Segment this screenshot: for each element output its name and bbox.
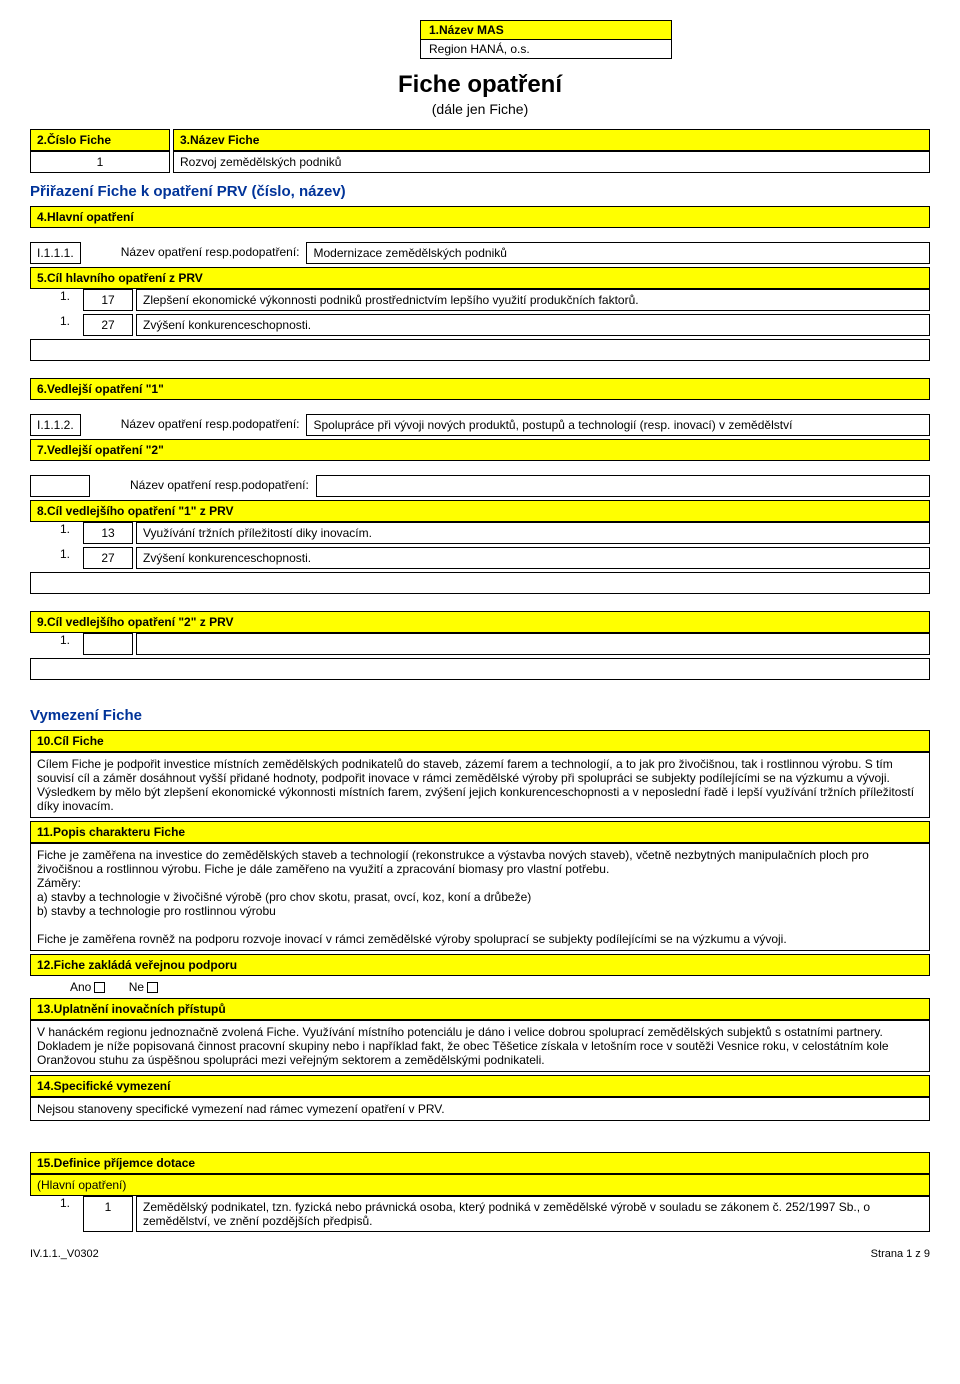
s9-r1-num: 1. [60,633,80,655]
s7-row: Název opatření resp.podopatření: [30,475,930,497]
s7-code [30,475,90,497]
footer-right: Strana 1 z 9 [871,1248,930,1260]
s6-row: I.1.1.2. Název opatření resp.podopatření… [30,414,930,436]
fiche-num-value: 1 [30,151,170,173]
s6-name-value: Spolupráce při vývoji nových produktů, p… [306,414,930,436]
s8-label: 8.Cíl vedlejšího opatření "1" z PRV [30,500,930,522]
page-subtitle: (dále jen Fiche) [30,101,930,117]
s15-row1: 1. 1 Zemědělský podnikatel, tzn. fyzická… [60,1196,930,1232]
mas-value: Region HANÁ, o.s. [421,40,671,58]
s5-r1-text: Zlepšení ekonomické výkonnosti podniků p… [136,289,930,311]
s13-label: 13.Uplatnění inovačních přístupů [30,998,930,1020]
s5-r2-num: 1. [60,314,80,336]
s5-r2-code: 27 [83,314,133,336]
s6-code: I.1.1.2. [30,414,81,436]
s4-name-label: Název opatření resp.podopatření: [117,242,304,264]
s15-r1-text: Zemědělský podnikatel, tzn. fyzická nebo… [136,1196,930,1232]
s8-r2-num: 1. [60,547,80,569]
s5-row2: 1. 27 Zvýšení konkurenceschopnosti. [60,314,930,336]
s14-label: 14.Specifické vymezení [30,1075,930,1097]
link-section-title: Přiřazení Fiche k opatření PRV (číslo, n… [30,183,930,200]
s7-label: 7.Vedlejší opatření "2" [30,439,930,461]
fiche-num-label: 2.Číslo Fiche [30,129,170,151]
s8-r2-code: 27 [83,547,133,569]
s12-label: 12.Fiche zakládá veřejnou podporu [30,954,930,976]
s15-label: 15.Definice příjemce dotace [30,1152,930,1174]
s6-label: 6.Vedlejší opatření "1" [30,378,930,400]
s14-text: Nejsou stanoveny specifické vymezení nad… [30,1097,930,1121]
vymezeni-title: Vymezení Fiche [30,707,930,724]
s12-ano-label: Ano [70,980,91,994]
s12-options: Ano Ne [30,976,930,998]
ano-checkbox[interactable] [94,982,105,993]
s8-r1-code: 13 [83,522,133,544]
s8-r2-text: Zvýšení konkurenceschopnosti. [136,547,930,569]
s10-text: Cílem Fiche je podpořit investice místní… [30,752,930,818]
s6-name-label: Název opatření resp.podopatření: [117,414,304,436]
s5-empty [30,339,930,361]
fiche-name-label: 3.Název Fiche [173,129,930,151]
s8-r1-text: Využívání tržních příležitostí diky inov… [136,522,930,544]
page-footer: IV.1.1._V0302 Strana 1 z 9 [30,1248,930,1260]
s4-row: I.1.1.1. Název opatření resp.podopatření… [30,242,930,264]
s8-row2: 1. 27 Zvýšení konkurenceschopnosti. [60,547,930,569]
s4-code: I.1.1.1. [30,242,81,264]
s11-text: Fiche je zaměřena na investice do zemědě… [30,843,930,951]
footer-left: IV.1.1._V0302 [30,1248,99,1260]
ne-checkbox[interactable] [147,982,158,993]
s5-r2-text: Zvýšení konkurenceschopnosti. [136,314,930,336]
s7-name-value [316,475,930,497]
mas-header: 1.Název MAS Region HANÁ, o.s. [420,20,672,59]
s9-row1: 1. [60,633,930,655]
fiche-number-row: 2.Číslo Fiche 1 3.Název Fiche Rozvoj zem… [30,129,930,173]
s11-label: 11.Popis charakteru Fiche [30,821,930,843]
s5-r1-num: 1. [60,289,80,311]
s13-text: V hanáckém regionu jednoznačně zvolená F… [30,1020,930,1072]
s4-label: 4.Hlavní opatření [30,206,930,228]
s15-r1-num: 1. [60,1196,80,1232]
s9-label: 9.Cíl vedlejšího opatření "2" z PRV [30,611,930,633]
s15-sub: (Hlavní opatření) [30,1174,930,1196]
page-title: Fiche opatření [30,71,930,99]
s12-ne-label: Ne [129,980,144,994]
fiche-name-value: Rozvoj zemědělských podniků [173,151,930,173]
s9-r1-code [83,633,133,655]
s9-empty [30,658,930,680]
s7-name-label: Název opatření resp.podopatření: [126,475,313,497]
s8-row1: 1. 13 Využívání tržních příležitostí dik… [60,522,930,544]
s5-label: 5.Cíl hlavního opatření z PRV [30,267,930,289]
s5-row1: 1. 17 Zlepšení ekonomické výkonnosti pod… [60,289,930,311]
s10-label: 10.Cíl Fiche [30,730,930,752]
s8-empty [30,572,930,594]
mas-label: 1.Název MAS [421,21,671,40]
s4-name-value: Modernizace zemědělských podniků [306,242,930,264]
s9-r1-text [136,633,930,655]
s8-r1-num: 1. [60,522,80,544]
s15-r1-code: 1 [83,1196,133,1232]
s5-r1-code: 17 [83,289,133,311]
